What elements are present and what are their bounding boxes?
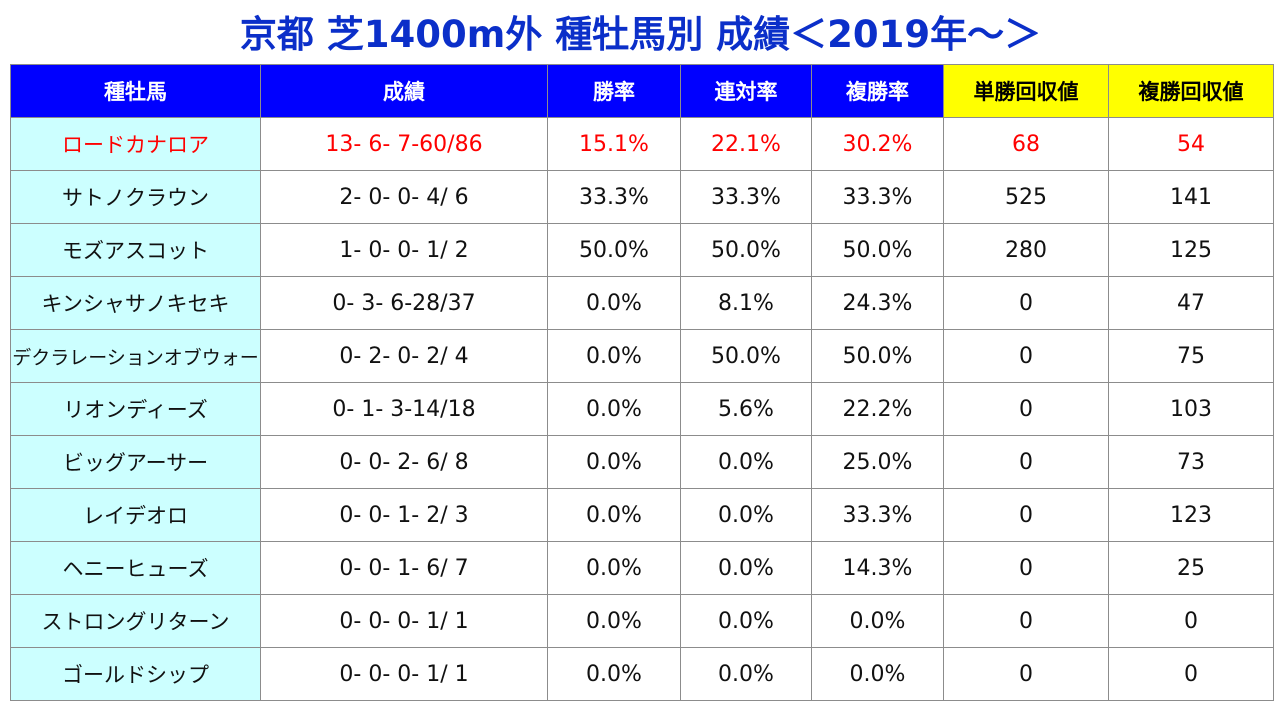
quinella-rate-cell: 50.0% — [680, 329, 812, 383]
header-quinella-rate: 連対率 — [680, 64, 812, 118]
win-rate-cell: 0.0% — [547, 647, 681, 701]
quinella-rate-cell: 0.0% — [680, 435, 812, 489]
win-return-cell: 525 — [943, 170, 1109, 224]
win-return-cell: 0 — [943, 541, 1109, 595]
quinella-rate-cell: 0.0% — [680, 488, 812, 542]
record-cell: 0- 0- 1- 2/ 3 — [260, 488, 548, 542]
win-return-cell: 280 — [943, 223, 1109, 277]
win-return-cell: 0 — [943, 435, 1109, 489]
table-row: ビッグアーサー 0- 0- 2- 6/ 8 0.0% 0.0% 25.0% 0 … — [10, 435, 1274, 489]
place-rate-cell: 0.0% — [811, 647, 944, 701]
place-rate-cell: 24.3% — [811, 276, 944, 330]
sire-name: キンシャサノキセキ — [10, 276, 261, 330]
sire-name: ストロングリターン — [10, 594, 261, 648]
win-rate-cell: 0.0% — [547, 329, 681, 383]
table-row: レイデオロ 0- 0- 1- 2/ 3 0.0% 0.0% 33.3% 0 12… — [10, 488, 1274, 542]
win-return-cell: 0 — [943, 647, 1109, 701]
header-win-return: 単勝回収値 — [943, 64, 1109, 118]
quinella-rate-cell: 8.1% — [680, 276, 812, 330]
win-return-cell: 0 — [943, 488, 1109, 542]
header-sire: 種牡馬 — [10, 64, 261, 118]
table-row: ロードカナロア 13- 6- 7-60/86 15.1% 22.1% 30.2%… — [10, 117, 1274, 171]
table-header-row: 種牡馬 成績 勝率 連対率 複勝率 単勝回収値 複勝回収値 — [10, 64, 1274, 118]
place-rate-cell: 25.0% — [811, 435, 944, 489]
place-return-cell: 0 — [1108, 647, 1274, 701]
sire-name: ビッグアーサー — [10, 435, 261, 489]
sire-stats-table: 種牡馬 成績 勝率 連対率 複勝率 単勝回収値 複勝回収値 ロードカナロア 13… — [10, 64, 1274, 701]
place-rate-cell: 50.0% — [811, 223, 944, 277]
quinella-rate-cell: 33.3% — [680, 170, 812, 224]
table-row: ストロングリターン 0- 0- 0- 1/ 1 0.0% 0.0% 0.0% 0… — [10, 594, 1274, 648]
quinella-rate-cell: 0.0% — [680, 541, 812, 595]
win-return-cell: 0 — [943, 382, 1109, 436]
win-rate-cell: 0.0% — [547, 276, 681, 330]
quinella-rate-cell: 0.0% — [680, 594, 812, 648]
win-return-cell: 0 — [943, 594, 1109, 648]
place-return-cell: 25 — [1108, 541, 1274, 595]
quinella-rate-cell: 22.1% — [680, 117, 812, 171]
win-rate-cell: 0.0% — [547, 488, 681, 542]
table-row: ヘニーヒューズ 0- 0- 1- 6/ 7 0.0% 0.0% 14.3% 0 … — [10, 541, 1274, 595]
record-cell: 2- 0- 0- 4/ 6 — [260, 170, 548, 224]
header-place-rate: 複勝率 — [811, 64, 944, 118]
quinella-rate-cell: 50.0% — [680, 223, 812, 277]
place-rate-cell: 33.3% — [811, 488, 944, 542]
place-return-cell: 123 — [1108, 488, 1274, 542]
place-rate-cell: 50.0% — [811, 329, 944, 383]
sire-name: サトノクラウン — [10, 170, 261, 224]
win-rate-cell: 33.3% — [547, 170, 681, 224]
record-cell: 1- 0- 0- 1/ 2 — [260, 223, 548, 277]
place-rate-cell: 30.2% — [811, 117, 944, 171]
record-cell: 0- 2- 0- 2/ 4 — [260, 329, 548, 383]
place-rate-cell: 33.3% — [811, 170, 944, 224]
win-rate-cell: 0.0% — [547, 541, 681, 595]
win-return-cell: 68 — [943, 117, 1109, 171]
win-return-cell: 0 — [943, 276, 1109, 330]
place-rate-cell: 22.2% — [811, 382, 944, 436]
table-row: キンシャサノキセキ 0- 3- 6-28/37 0.0% 8.1% 24.3% … — [10, 276, 1274, 330]
table-row: ゴールドシップ 0- 0- 0- 1/ 1 0.0% 0.0% 0.0% 0 0 — [10, 647, 1274, 701]
place-rate-cell: 14.3% — [811, 541, 944, 595]
record-cell: 0- 3- 6-28/37 — [260, 276, 548, 330]
table-row: デクラレーションオブウォー 0- 2- 0- 2/ 4 0.0% 50.0% 5… — [10, 329, 1274, 383]
record-cell: 0- 0- 0- 1/ 1 — [260, 594, 548, 648]
sire-name: ロードカナロア — [10, 117, 261, 171]
sire-name: ゴールドシップ — [10, 647, 261, 701]
quinella-rate-cell: 5.6% — [680, 382, 812, 436]
table-row: サトノクラウン 2- 0- 0- 4/ 6 33.3% 33.3% 33.3% … — [10, 170, 1274, 224]
record-cell: 0- 0- 2- 6/ 8 — [260, 435, 548, 489]
table-row: リオンディーズ 0- 1- 3-14/18 0.0% 5.6% 22.2% 0 … — [10, 382, 1274, 436]
record-cell: 0- 0- 0- 1/ 1 — [260, 647, 548, 701]
win-rate-cell: 0.0% — [547, 594, 681, 648]
header-win-rate: 勝率 — [547, 64, 681, 118]
table-row: モズアスコット 1- 0- 0- 1/ 2 50.0% 50.0% 50.0% … — [10, 223, 1274, 277]
sire-name: デクラレーションオブウォー — [10, 329, 261, 383]
place-return-cell: 103 — [1108, 382, 1274, 436]
win-rate-cell: 0.0% — [547, 382, 681, 436]
sire-name: モズアスコット — [10, 223, 261, 277]
page-title: 京都 芝1400m外 種牡馬別 成績＜2019年～＞ — [239, 13, 1042, 56]
sire-name: リオンディーズ — [10, 382, 261, 436]
place-return-cell: 125 — [1108, 223, 1274, 277]
quinella-rate-cell: 0.0% — [680, 647, 812, 701]
place-return-cell: 54 — [1108, 117, 1274, 171]
win-rate-cell: 50.0% — [547, 223, 681, 277]
win-rate-cell: 0.0% — [547, 435, 681, 489]
place-rate-cell: 0.0% — [811, 594, 944, 648]
place-return-cell: 47 — [1108, 276, 1274, 330]
header-place-return: 複勝回収値 — [1108, 64, 1274, 118]
sire-name: レイデオロ — [10, 488, 261, 542]
win-return-cell: 0 — [943, 329, 1109, 383]
place-return-cell: 141 — [1108, 170, 1274, 224]
header-record: 成績 — [260, 64, 548, 118]
place-return-cell: 0 — [1108, 594, 1274, 648]
record-cell: 0- 1- 3-14/18 — [260, 382, 548, 436]
sire-name: ヘニーヒューズ — [10, 541, 261, 595]
record-cell: 13- 6- 7-60/86 — [260, 117, 548, 171]
record-cell: 0- 0- 1- 6/ 7 — [260, 541, 548, 595]
win-rate-cell: 15.1% — [547, 117, 681, 171]
place-return-cell: 75 — [1108, 329, 1274, 383]
place-return-cell: 73 — [1108, 435, 1274, 489]
